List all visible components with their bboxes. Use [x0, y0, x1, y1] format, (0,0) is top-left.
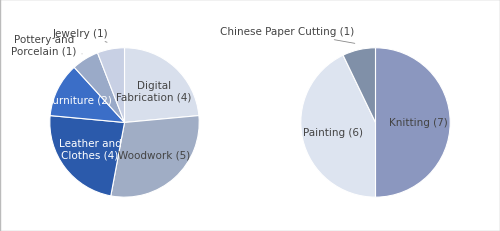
Text: Chinese Paper Cutting (1): Chinese Paper Cutting (1) [220, 27, 355, 44]
Text: Furniture (2): Furniture (2) [46, 95, 112, 105]
Wedge shape [124, 49, 199, 123]
Wedge shape [98, 49, 124, 123]
Text: Painting (6): Painting (6) [304, 128, 364, 137]
Wedge shape [301, 56, 376, 197]
Text: Knitting (7): Knitting (7) [390, 118, 448, 128]
Text: Jewelry (1): Jewelry (1) [52, 29, 108, 43]
Wedge shape [50, 68, 124, 123]
Wedge shape [74, 54, 124, 123]
Text: Woodwork (5): Woodwork (5) [118, 150, 190, 160]
Wedge shape [50, 116, 124, 196]
Text: Pottery and
Porcelain (1): Pottery and Porcelain (1) [11, 35, 82, 57]
Wedge shape [376, 49, 450, 197]
Text: Digital
Fabrication (4): Digital Fabrication (4) [116, 80, 192, 102]
Wedge shape [111, 116, 199, 197]
Text: Leather and
Clothes (4): Leather and Clothes (4) [58, 138, 122, 160]
Wedge shape [343, 49, 376, 123]
